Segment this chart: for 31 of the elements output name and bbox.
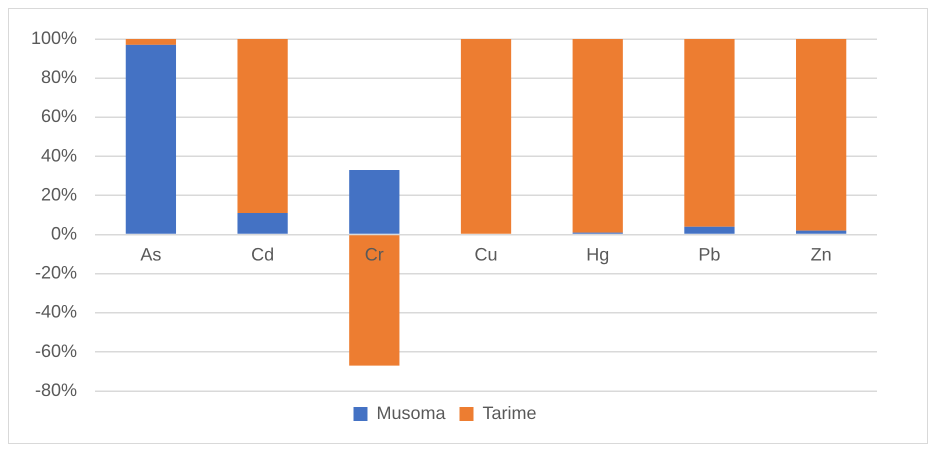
y-tick-label: 80% (41, 67, 78, 88)
x-tick-label: Hg (586, 244, 610, 265)
bar (237, 213, 288, 234)
legend-label: Musoma (376, 402, 446, 423)
legend-label: Tarime (482, 402, 537, 423)
bar (796, 230, 846, 234)
y-tick-label: 100% (30, 28, 78, 48)
y-tick-label: 40% (41, 145, 78, 166)
x-tick-label: As (140, 244, 162, 265)
y-tick-label: -20% (35, 262, 78, 283)
y-tick-label: -60% (35, 340, 78, 361)
y-tick-label: -80% (35, 380, 78, 400)
x-tick-label: Pb (698, 244, 720, 265)
bar (126, 39, 176, 45)
bar (684, 39, 735, 227)
bar (126, 44, 176, 234)
x-tick-label: Cr (364, 244, 384, 265)
bar (349, 235, 400, 366)
y-tick-label: -40% (35, 302, 78, 322)
bar (460, 39, 512, 234)
y-tick-label: 60% (41, 106, 78, 126)
bar (237, 39, 288, 214)
x-tick-label: Cu (474, 244, 498, 265)
bar (684, 226, 735, 234)
y-tick-label: 0% (51, 224, 78, 244)
x-tick-label: Cd (251, 244, 274, 265)
bar (796, 39, 846, 231)
x-tick-label: Zn (810, 244, 832, 265)
bar (349, 170, 400, 234)
y-tick-label: 20% (41, 184, 78, 204)
bar (572, 39, 623, 233)
